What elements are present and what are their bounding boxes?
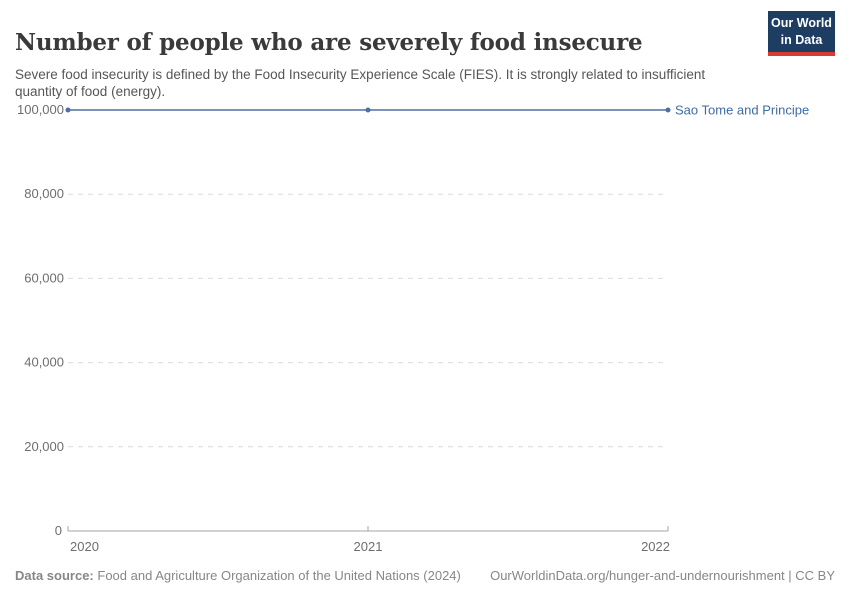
data-source-note: Data source: Food and Agriculture Organi… (15, 568, 461, 583)
owid-logo-line1: Our World (771, 16, 832, 31)
data-point[interactable] (65, 107, 71, 113)
y-tick-label: 100,000 (17, 102, 64, 117)
x-tick-label: 2020 (70, 539, 99, 554)
series-label[interactable]: Sao Tome and Principe (675, 103, 809, 118)
y-tick-label: 20,000 (24, 439, 64, 454)
data-point[interactable] (665, 107, 671, 113)
chart-footer: Data source: Food and Agriculture Organi… (15, 568, 835, 583)
data-source-label: Data source: (15, 568, 94, 583)
y-tick-label: 60,000 (24, 270, 64, 285)
data-source-text: Food and Agriculture Organization of the… (97, 568, 461, 583)
owid-logo-line2: in Data (780, 32, 823, 47)
owid-logo[interactable]: Our World in Data (768, 11, 835, 56)
y-tick-label: 40,000 (24, 355, 64, 370)
owid-url-license-link[interactable]: OurWorldinData.org/hunger-and-undernouri… (490, 568, 835, 583)
page-title: Number of people who are severely food i… (15, 29, 643, 57)
y-tick-label: 0 (55, 523, 62, 538)
x-tick-label: 2022 (641, 539, 670, 554)
x-tick-label: 2021 (354, 539, 383, 554)
chart-subtitle: Severe food insecurity is defined by the… (15, 66, 706, 100)
data-point[interactable] (365, 107, 371, 113)
y-tick-label: 80,000 (24, 186, 64, 201)
